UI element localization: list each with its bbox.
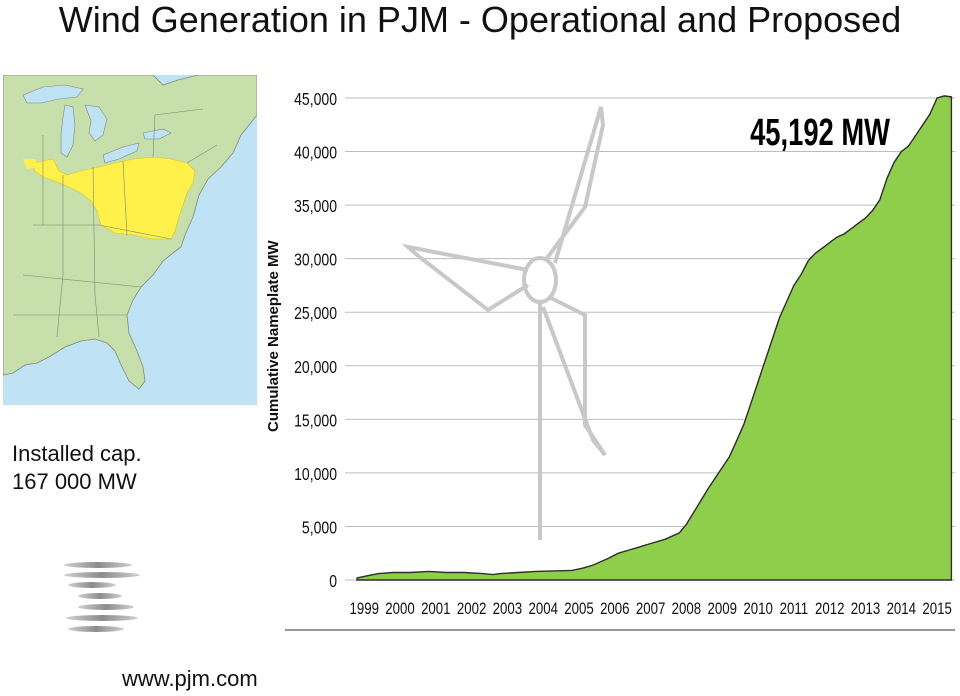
x-tick-label: 1999 [349,600,378,619]
x-tick-label: 2004 [528,600,558,619]
x-tick-label: 2012 [815,600,844,619]
y-tick-label: 0 [329,571,337,591]
pjm-region-west [23,159,37,169]
pjm-region [32,156,196,240]
lake-erie [102,142,140,164]
x-tick-labels: 1999 2000 2001 2002 2003 2004 2005 2006 2007 2008… [349,600,951,619]
y-tick-label: 5,000 [302,518,337,538]
y-tick-label: 10,000 [294,464,337,484]
x-tick-label: 2014 [887,600,917,619]
pjm-logo-icon [64,562,140,632]
x-tick-label: 2010 [743,600,772,619]
y-tick-label: 40,000 [294,143,337,163]
capacity-area [356,95,953,581]
y-tick-label: 35,000 [294,196,337,216]
pjm-region-map [3,75,257,405]
wind-turbine-icon [401,106,607,540]
x-tick-label: 2009 [707,600,736,619]
x-tick-label: 2000 [385,600,414,619]
y-axis-label-text: Cumulative Nameplate MW [265,239,282,432]
lake-michigan [60,104,76,158]
lake-superior [22,84,84,104]
x-tick-label: 2011 [780,600,808,619]
caption-line-2: 167 000 MW [12,469,137,494]
y-tick-label: 15,000 [294,411,337,431]
y-axis-label: Cumulative Nameplate MW [265,239,282,432]
wind-capacity-chart: 45,000 40,000 35,000 30,000 25,000 20,000 15,0… [285,89,955,631]
state-borders [13,108,218,338]
installed-capacity-caption: Installed cap. 167 000 MW [12,440,142,496]
website-link[interactable]: www.pjm.com [122,666,258,691]
x-tick-label: 2015 [922,600,951,619]
x-tick-label: 2003 [493,600,522,619]
y-tick-label: 45,000 [294,89,337,109]
y-tick-labels: 45,000 40,000 35,000 30,000 25,000 20,000 15,0… [294,89,337,591]
page-title: Wind Generation in PJM - Operational and… [58,0,902,40]
x-tick-label: 2006 [600,600,629,619]
caption-line-1: Installed cap. [12,441,142,466]
x-tick-label: 2001 [421,600,450,619]
x-tick-label: 2002 [457,600,486,619]
lake-ontario [142,128,172,140]
y-tick-label: 20,000 [294,357,337,377]
x-tick-label: 2005 [564,600,593,619]
x-tick-label: 2007 [636,600,665,619]
total-capacity-annotation: 45,192 MW [750,112,891,154]
lake-huron [84,104,108,142]
x-tick-label: 2008 [672,600,701,619]
y-tick-label: 30,000 [294,250,337,270]
y-tick-label: 25,000 [294,304,337,324]
x-tick-label: 2013 [851,600,880,619]
